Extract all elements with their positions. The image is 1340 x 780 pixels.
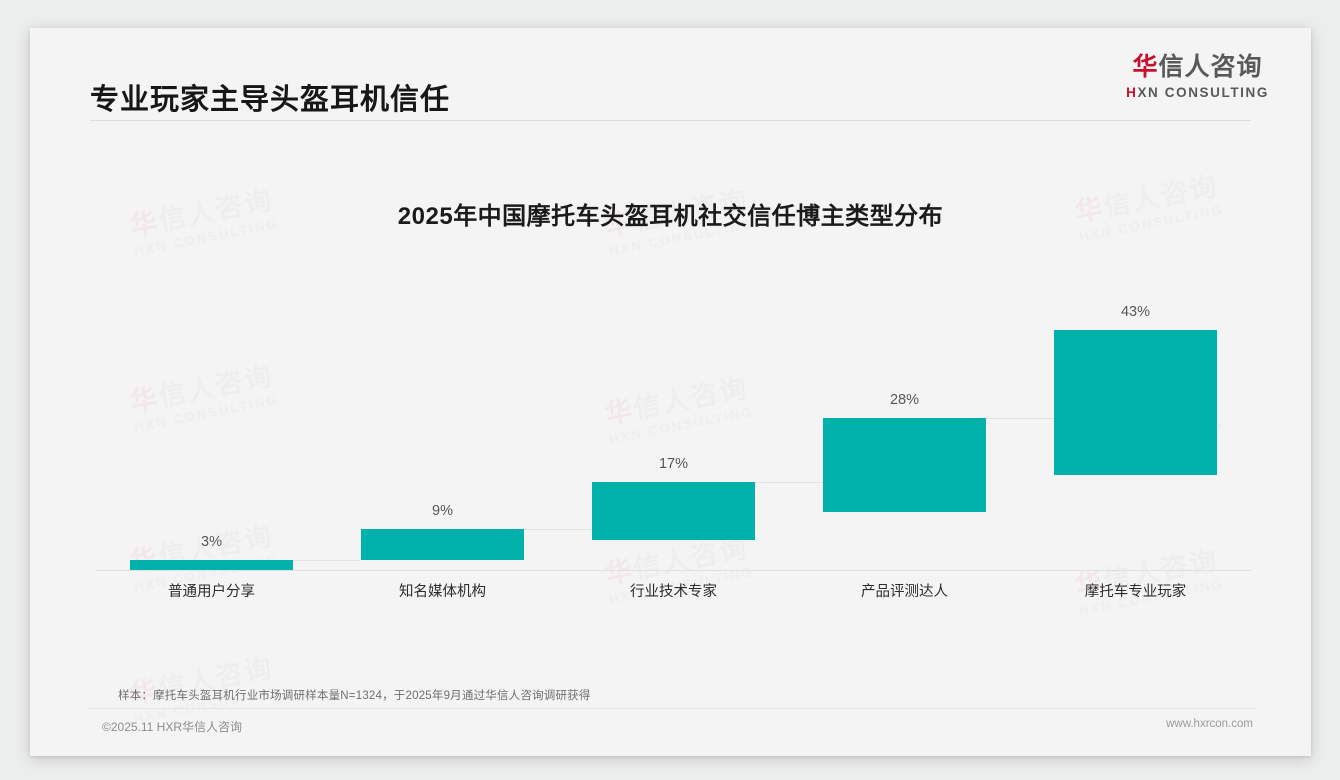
bar-value-label-2: 9% — [432, 503, 453, 520]
bar-5[interactable] — [1054, 329, 1217, 476]
chart-title: 2025年中国摩托车头盔耳机社交信任博主类型分布 — [397, 203, 944, 230]
bar-1[interactable] — [130, 559, 293, 570]
logo-english-accent: H — [1126, 85, 1138, 100]
category-label-3: 行业技术专家 — [630, 584, 717, 600]
category-label-5: 摩托车专业玩家 — [1084, 584, 1187, 600]
logo-chinese-text: 华信人咨询 — [1126, 55, 1269, 80]
chart-footnote: 样本：摩托车头盔耳机行业市场调研样本量N=1324，于2025年9月通过华信人咨… — [118, 690, 591, 702]
category-label-1: 普通用户分享 — [168, 584, 255, 600]
footer-copyright: ©2025.11 HXR华信人咨询 — [102, 720, 242, 734]
logo-english-rest: XN CONSULTING — [1137, 85, 1269, 100]
slide-header: 专业玩家主导头盔耳机信任 华信人咨询 HXN CONSULTING — [30, 28, 1311, 121]
slide-card: 专业玩家主导头盔耳机信任 华信人咨询 HXN CONSULTING 华信人咨询 … — [30, 28, 1311, 756]
bar-3[interactable] — [592, 481, 755, 540]
bar-value-label-3: 17% — [658, 455, 689, 472]
page-title: 专业玩家主导头盔耳机信任 — [90, 84, 451, 116]
header-divider — [90, 120, 1251, 121]
category-label-4: 产品评测达人 — [861, 584, 948, 600]
bar-value-label-1: 3% — [201, 533, 222, 550]
bar-value-label-5: 43% — [1120, 303, 1151, 320]
waterfall-connector-4 — [985, 417, 1055, 419]
waterfall-connector-3 — [754, 481, 824, 483]
company-logo: 华信人咨询 HXN CONSULTING — [1126, 55, 1269, 100]
footer-divider — [88, 708, 1256, 709]
logo-accent-char: 华 — [1132, 53, 1159, 81]
bar-value-label-4: 28% — [889, 391, 920, 408]
bar-4[interactable] — [823, 417, 986, 513]
logo-chinese-rest: 信人咨询 — [1158, 53, 1263, 81]
chart-baseline-axis — [96, 570, 1251, 571]
waterfall-connector-2 — [523, 529, 593, 531]
footer-website[interactable]: www.hxrcon.com — [1166, 718, 1253, 730]
bar-2[interactable] — [361, 529, 524, 560]
category-label-2: 知名媒体机构 — [399, 584, 486, 600]
logo-english-text: HXN CONSULTING — [1126, 86, 1269, 100]
waterfall-connector-1 — [292, 559, 362, 561]
